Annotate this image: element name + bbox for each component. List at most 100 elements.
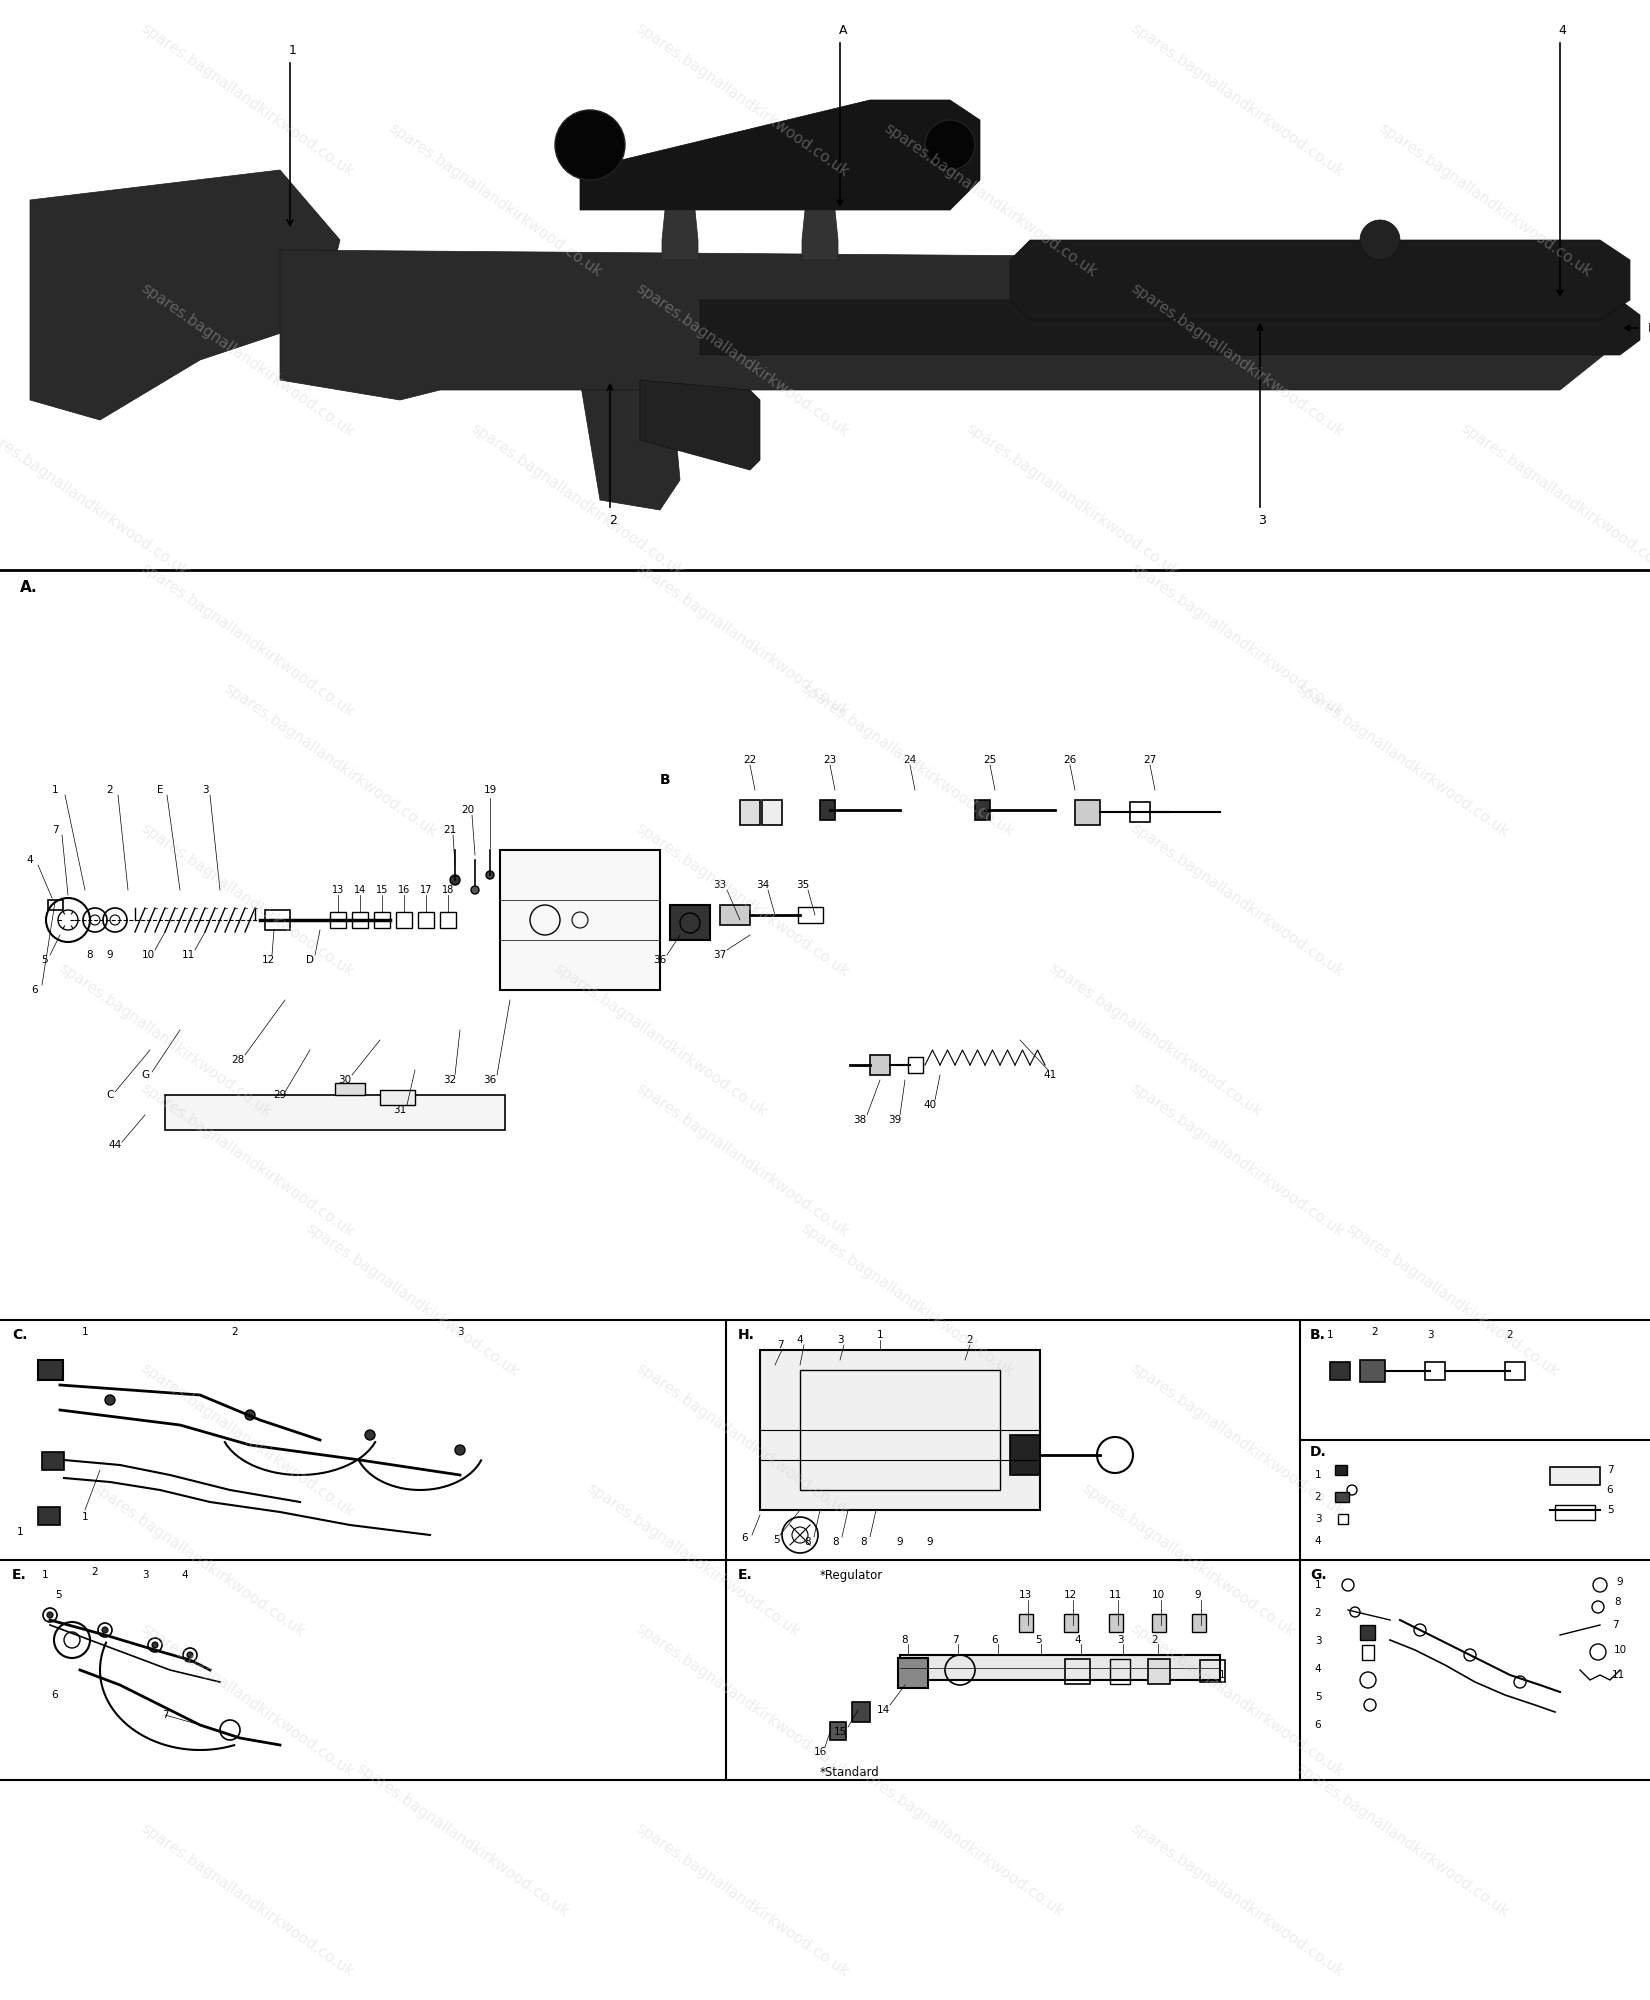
Text: 28: 28 — [231, 1056, 244, 1064]
Text: 10: 10 — [1614, 1644, 1627, 1656]
Text: spares.bagnallandkirkwood.co.uk: spares.bagnallandkirkwood.co.uk — [139, 1820, 356, 1980]
Text: F: F — [1648, 322, 1650, 334]
Circle shape — [102, 1628, 107, 1632]
Text: 8: 8 — [833, 1536, 840, 1548]
Text: 5: 5 — [1315, 1692, 1322, 1702]
Bar — [870, 1056, 889, 1076]
Bar — [800, 1370, 1000, 1490]
Bar — [1360, 1624, 1374, 1640]
Text: 36: 36 — [483, 1076, 497, 1084]
Bar — [1200, 1660, 1224, 1682]
Bar — [820, 800, 835, 820]
Text: 8: 8 — [87, 950, 94, 960]
Text: 14: 14 — [353, 884, 366, 896]
Circle shape — [46, 1612, 53, 1618]
Text: spares.bagnallandkirkwood.co.uk: spares.bagnallandkirkwood.co.uk — [634, 280, 851, 440]
Text: spares.bagnallandkirkwood.co.uk: spares.bagnallandkirkwood.co.uk — [1294, 680, 1511, 840]
Bar — [1110, 1660, 1130, 1684]
Text: spares.bagnallandkirkwood.co.uk: spares.bagnallandkirkwood.co.uk — [881, 120, 1099, 280]
Text: 25: 25 — [983, 754, 997, 764]
Bar — [670, 904, 710, 940]
Bar — [851, 1702, 870, 1722]
Bar — [1426, 1362, 1445, 1380]
Text: 2: 2 — [609, 514, 617, 526]
Text: 3: 3 — [201, 784, 208, 794]
Polygon shape — [581, 100, 980, 210]
Text: C: C — [106, 1090, 114, 1100]
Text: 2: 2 — [1315, 1608, 1322, 1618]
Text: spares.bagnallandkirkwood.co.uk: spares.bagnallandkirkwood.co.uk — [139, 560, 356, 720]
Polygon shape — [802, 210, 838, 260]
Text: spares.bagnallandkirkwood.co.uk: spares.bagnallandkirkwood.co.uk — [139, 280, 356, 440]
Circle shape — [152, 1642, 158, 1648]
Bar — [500, 850, 660, 990]
Text: B.: B. — [1310, 1328, 1327, 1342]
Bar — [1505, 1362, 1525, 1380]
Text: spares.bagnallandkirkwood.co.uk: spares.bagnallandkirkwood.co.uk — [139, 1620, 356, 1780]
Bar — [975, 800, 990, 820]
Text: 3: 3 — [1427, 1330, 1434, 1340]
Polygon shape — [581, 350, 680, 510]
Text: 5: 5 — [41, 956, 48, 966]
Polygon shape — [1010, 240, 1630, 320]
Text: spares.bagnallandkirkwood.co.uk: spares.bagnallandkirkwood.co.uk — [634, 820, 851, 980]
Bar — [1109, 1614, 1124, 1632]
Text: 3: 3 — [142, 1570, 148, 1580]
Bar — [1361, 1644, 1374, 1660]
Text: 1: 1 — [289, 44, 297, 56]
Text: 3: 3 — [457, 1328, 464, 1336]
Bar — [441, 912, 455, 928]
Text: 6: 6 — [1315, 1720, 1322, 1730]
Text: 1: 1 — [16, 1528, 23, 1536]
Text: A.: A. — [20, 580, 38, 596]
Text: spares.bagnallandkirkwood.co.uk: spares.bagnallandkirkwood.co.uk — [799, 1220, 1016, 1380]
Text: E.: E. — [12, 1568, 26, 1582]
Text: 8: 8 — [1615, 1596, 1622, 1608]
Bar — [335, 1084, 365, 1096]
Text: 11: 11 — [1612, 1670, 1625, 1680]
Text: 3: 3 — [1257, 514, 1266, 526]
Text: 8: 8 — [805, 1536, 812, 1548]
Text: spares.bagnallandkirkwood.co.uk: spares.bagnallandkirkwood.co.uk — [1376, 120, 1594, 280]
Text: 29: 29 — [274, 1090, 287, 1100]
Text: 7: 7 — [952, 1636, 959, 1644]
Text: spares.bagnallandkirkwood.co.uk: spares.bagnallandkirkwood.co.uk — [89, 1480, 307, 1640]
Text: 8: 8 — [901, 1636, 908, 1644]
Circle shape — [554, 110, 625, 180]
Text: spares.bagnallandkirkwood.co.uk: spares.bagnallandkirkwood.co.uk — [139, 820, 356, 980]
Text: spares.bagnallandkirkwood.co.uk: spares.bagnallandkirkwood.co.uk — [634, 20, 851, 180]
Text: 6: 6 — [992, 1636, 998, 1644]
Text: spares.bagnallandkirkwood.co.uk: spares.bagnallandkirkwood.co.uk — [1129, 820, 1346, 980]
Circle shape — [470, 886, 478, 894]
Text: spares.bagnallandkirkwood.co.uk: spares.bagnallandkirkwood.co.uk — [634, 1080, 851, 1240]
Text: 34: 34 — [756, 880, 769, 890]
Text: spares.bagnallandkirkwood.co.uk: spares.bagnallandkirkwood.co.uk — [1129, 1820, 1346, 1980]
Text: 41: 41 — [1043, 1070, 1056, 1080]
Text: B: B — [660, 772, 670, 786]
Bar — [1549, 1468, 1600, 1484]
Text: spares.bagnallandkirkwood.co.uk: spares.bagnallandkirkwood.co.uk — [386, 120, 604, 280]
Text: 39: 39 — [888, 1116, 901, 1124]
Bar — [739, 800, 761, 824]
Text: G.: G. — [1310, 1568, 1327, 1582]
Circle shape — [450, 876, 460, 884]
Circle shape — [455, 1444, 465, 1456]
Text: G: G — [140, 1070, 148, 1080]
Bar — [761, 1350, 1040, 1510]
Polygon shape — [30, 170, 340, 420]
Text: 1: 1 — [41, 1570, 48, 1580]
Bar — [1554, 1504, 1596, 1520]
Text: 1: 1 — [1219, 1670, 1226, 1680]
Text: 12: 12 — [1063, 1590, 1076, 1600]
Bar — [1010, 1436, 1040, 1476]
Text: 2: 2 — [1315, 1492, 1322, 1502]
Bar — [38, 1508, 59, 1524]
Text: 5: 5 — [54, 1590, 61, 1600]
Bar — [719, 904, 751, 924]
Text: spares.bagnallandkirkwood.co.uk: spares.bagnallandkirkwood.co.uk — [634, 560, 851, 720]
Text: 13: 13 — [332, 884, 345, 896]
Text: spares.bagnallandkirkwood.co.uk: spares.bagnallandkirkwood.co.uk — [139, 20, 356, 180]
Polygon shape — [700, 300, 1640, 356]
Text: D: D — [305, 956, 314, 966]
Bar — [48, 900, 63, 910]
